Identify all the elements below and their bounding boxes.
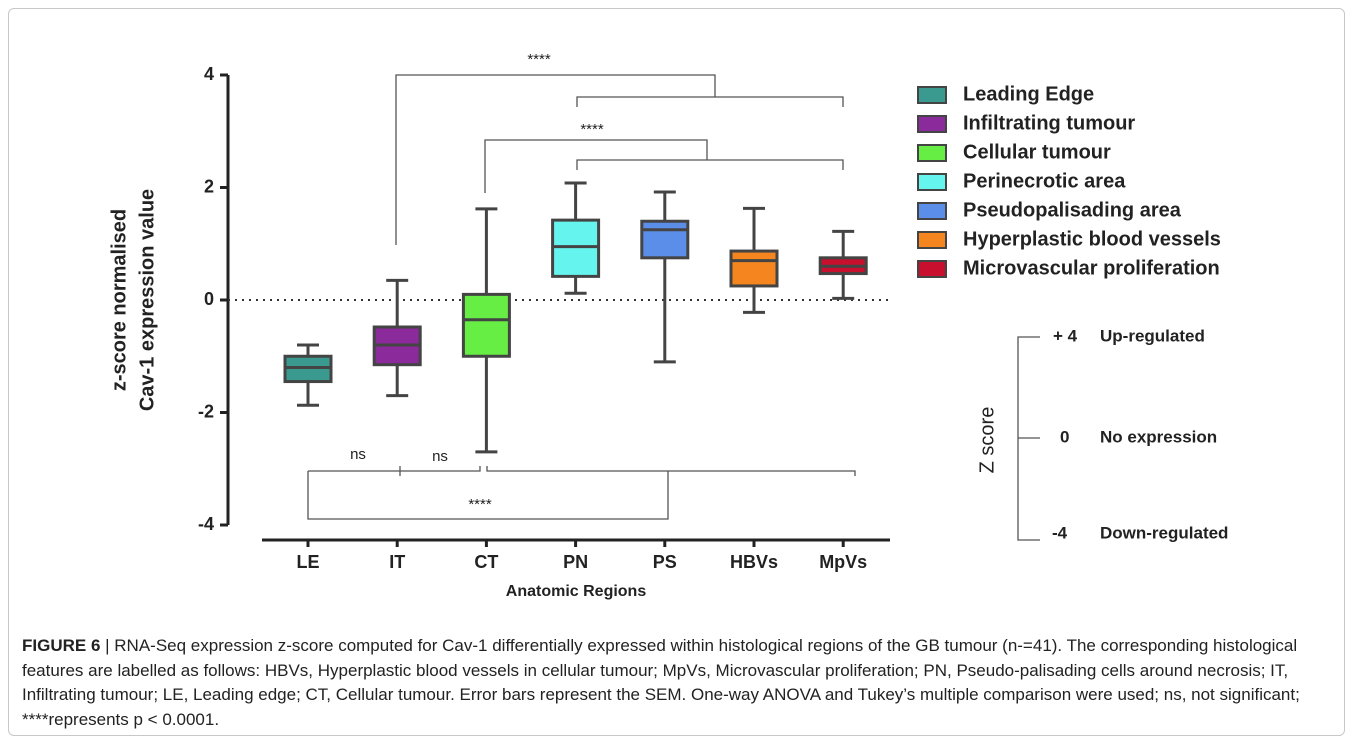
- annotation: ns: [350, 446, 366, 463]
- annotation: ****: [580, 121, 604, 138]
- bracket: [484, 139, 844, 193]
- caption: FIGURE 6 | RNA-Seq expression z-score co…: [22, 634, 1337, 732]
- x-axis-label: Anatomic Regions: [506, 583, 647, 600]
- legend-label: Leading Edge: [963, 83, 1094, 105]
- figure-frame: [8, 8, 1345, 736]
- caption-text: | RNA-Seq expression z-score computed fo…: [22, 636, 1300, 729]
- legend-swatch: [917, 115, 947, 133]
- z-scale-text: Down-regulated: [1100, 523, 1228, 542]
- legend-label: Hyperplastic blood vessels: [963, 228, 1221, 250]
- legend-swatch: [917, 173, 947, 191]
- caption-label: FIGURE 6: [22, 636, 101, 655]
- box: [640, 219, 690, 260]
- legend-swatch: [917, 260, 947, 278]
- x-tick-label: HBVs: [730, 552, 778, 572]
- z-scale-line: [1017, 336, 1040, 541]
- box: [551, 218, 601, 278]
- x-tick-label: MpVs: [819, 552, 867, 572]
- box: [461, 292, 511, 358]
- z-scale-value: -4: [1052, 523, 1068, 542]
- x-tick-label: PS: [653, 552, 677, 572]
- legend-swatch: [917, 86, 947, 104]
- z-scale-text: No expression: [1100, 427, 1217, 446]
- y-tick-label: 2: [204, 176, 214, 196]
- annotation: ns: [432, 448, 448, 465]
- bracket: [395, 74, 844, 245]
- legend-label: Perinecrotic area: [963, 170, 1126, 192]
- y-tick-label: -4: [198, 514, 214, 534]
- y-tick-label: 0: [204, 289, 214, 309]
- x-tick-label: PN: [563, 552, 588, 572]
- legend-label: Infiltrating tumour: [963, 112, 1135, 134]
- legend-label: Microvascular proliferation: [963, 257, 1220, 279]
- annotation: ****: [468, 496, 492, 513]
- legend-swatch: [917, 202, 947, 220]
- z-scale-title: Z score: [976, 407, 998, 474]
- chart: z-score normalised Cav-1 expression valu…: [108, 51, 1228, 600]
- legend-label: Pseudopalisading area: [963, 199, 1182, 221]
- x-tick-label: LE: [296, 552, 319, 572]
- y-axis-label: Cav-1 expression value: [136, 189, 158, 411]
- annotation: ****: [527, 51, 551, 68]
- z-scale-text: Up-regulated: [1100, 326, 1205, 345]
- y-tick-label: 4: [204, 64, 214, 84]
- y-tick-label: -2: [198, 401, 214, 421]
- z-scale-value: 0: [1060, 427, 1069, 446]
- z-scale-value: + 4: [1053, 326, 1078, 345]
- legend-swatch: [917, 144, 947, 162]
- box: [729, 249, 779, 288]
- bracket: [307, 466, 856, 520]
- legend-label: Cellular tumour: [963, 141, 1111, 163]
- legend-swatch: [917, 231, 947, 249]
- y-axis-label: z-score normalised: [108, 209, 130, 391]
- x-tick-label: IT: [389, 552, 405, 572]
- x-tick-label: CT: [474, 552, 498, 572]
